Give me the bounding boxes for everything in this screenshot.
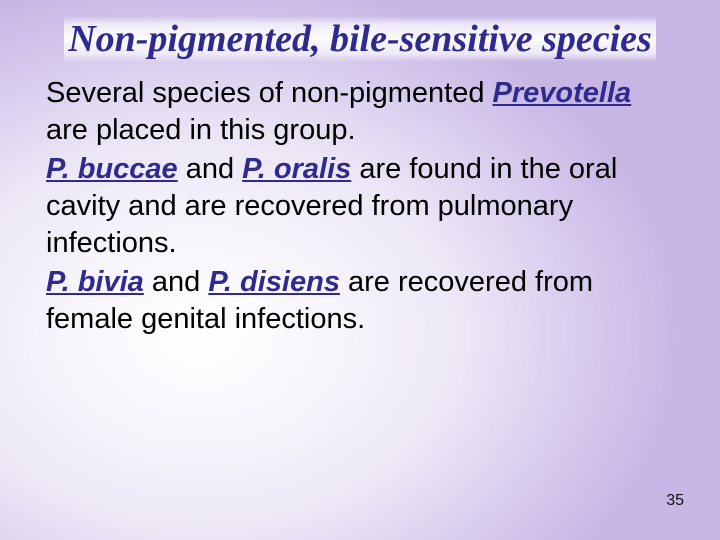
emphasis-term: P. disiens bbox=[208, 266, 340, 298]
emphasis-term: P. bivia bbox=[46, 266, 144, 298]
body-text: are placed in this group. bbox=[46, 114, 356, 146]
paragraph: Several species of non-pigmented Prevote… bbox=[46, 75, 674, 149]
title-container: Non‑pigmented, bile‑sensitive species bbox=[44, 18, 676, 61]
emphasis-term: P. buccae bbox=[46, 153, 178, 185]
body-text: Several species of non-pigmented bbox=[46, 77, 493, 109]
emphasis-term: Prevotella bbox=[493, 77, 632, 109]
emphasis-term: P. oralis bbox=[242, 153, 351, 185]
slide-title: Non‑pigmented, bile‑sensitive species bbox=[64, 16, 656, 62]
slide: Non‑pigmented, bile‑sensitive species Se… bbox=[0, 0, 720, 540]
body-text: and bbox=[144, 266, 209, 298]
page-number: 35 bbox=[666, 492, 684, 510]
paragraph: P. bivia and P. disiens are recovered fr… bbox=[46, 264, 674, 338]
slide-body: Several species of non-pigmented Prevote… bbox=[44, 75, 676, 339]
paragraph: P. buccae and P. oralis are found in the… bbox=[46, 151, 674, 262]
body-text: and bbox=[178, 153, 243, 185]
